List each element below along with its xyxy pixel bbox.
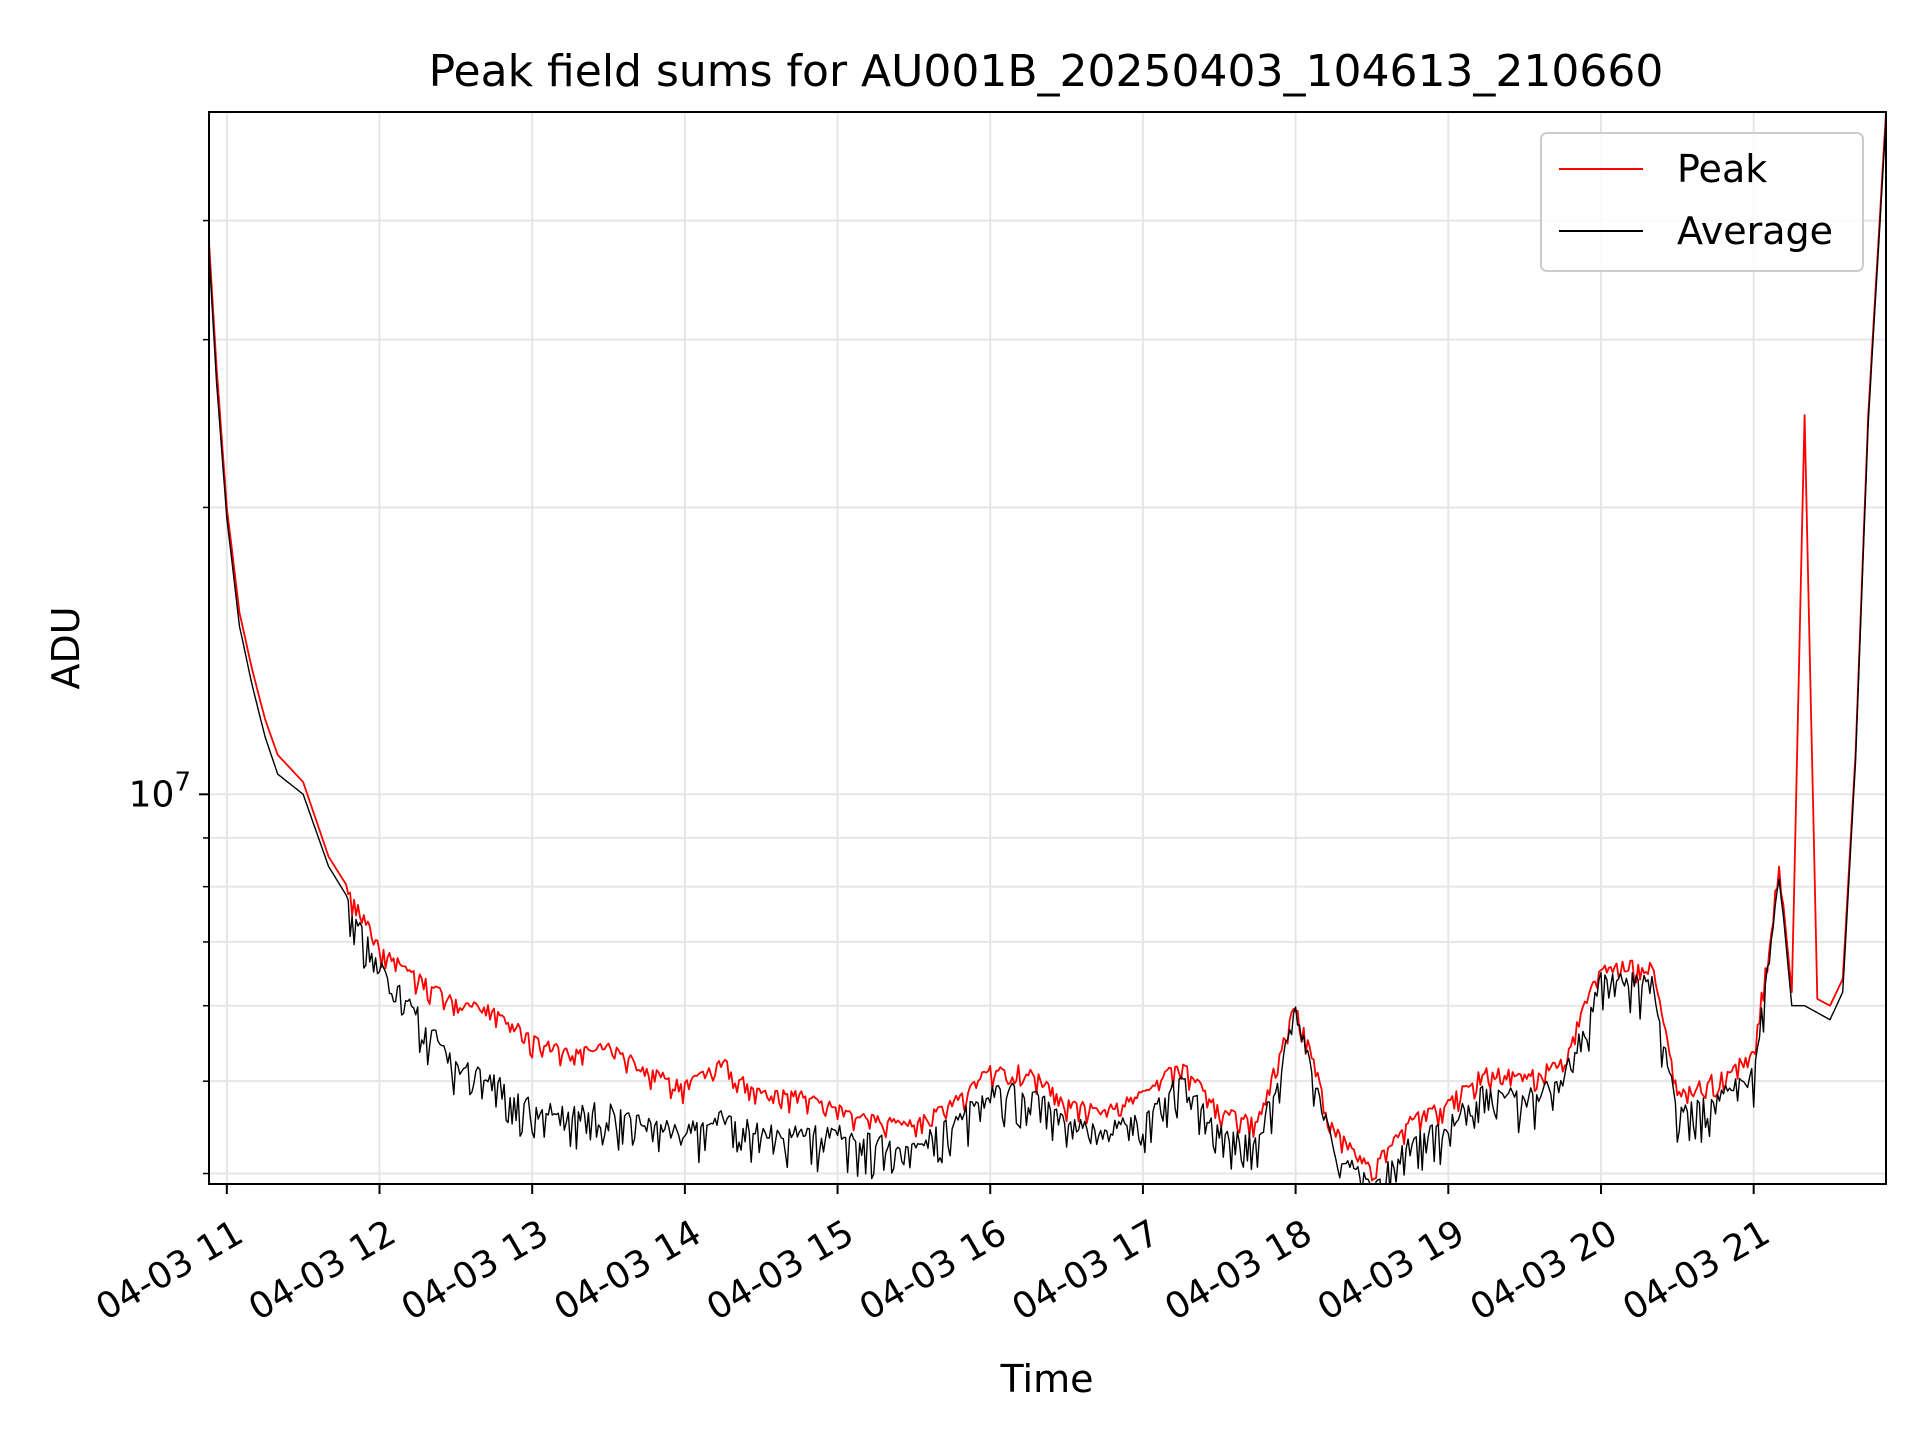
series-line-average [209, 119, 1886, 1184]
legend-label-average: Average [1677, 209, 1833, 253]
legend: Peak Average [1540, 132, 1864, 272]
legend-box [1540, 132, 1864, 272]
grid [209, 112, 1886, 1184]
x-axis-label: Time [1000, 1357, 1094, 1401]
series-layer [209, 112, 1886, 1184]
y-tick-label: 107 [129, 767, 191, 815]
y-axis-label: ADU [44, 606, 88, 689]
legend-label-peak: Peak [1677, 147, 1767, 191]
plot-frame [208, 111, 1887, 1185]
chart-title: Peak field sums for AU001B_20250403_1046… [429, 46, 1664, 97]
series-line-peak [209, 112, 1886, 1182]
